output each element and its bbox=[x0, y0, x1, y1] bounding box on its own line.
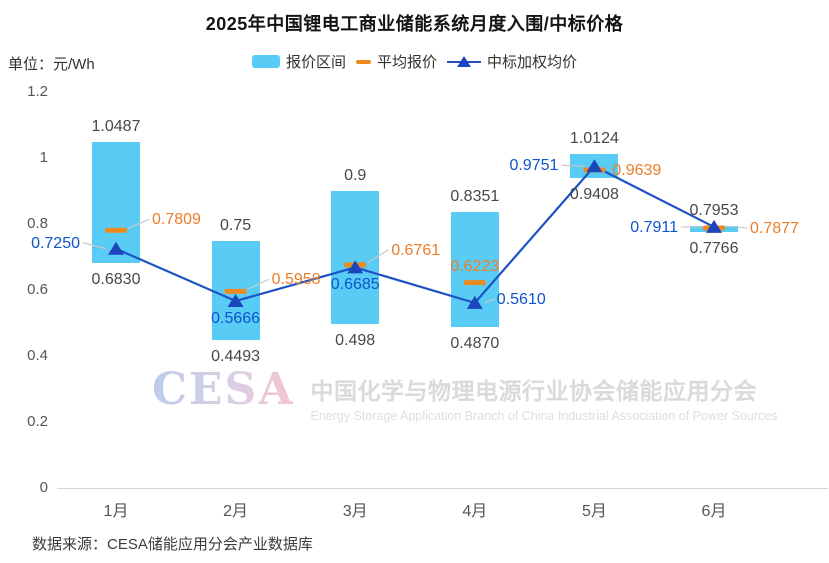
avg-price-label: 0.7877 bbox=[750, 220, 799, 238]
min-price-label: 0.6830 bbox=[91, 270, 141, 288]
avg-price-label: 0.7809 bbox=[152, 211, 201, 229]
min-price-label: 0.7766 bbox=[689, 239, 739, 257]
quote-range-swatch-icon bbox=[251, 55, 280, 68]
avg-price-label: 0.6223 bbox=[450, 257, 500, 275]
weighted-average-line-icon bbox=[447, 55, 481, 68]
min-price-label: 0.4870 bbox=[450, 335, 500, 353]
x-axis-label: 4月 bbox=[462, 503, 488, 520]
average-quote-dash-icon bbox=[355, 59, 371, 64]
x-axis-line bbox=[57, 488, 828, 489]
avg-price-label: 0.9639 bbox=[612, 161, 662, 179]
price-range-bar bbox=[690, 225, 738, 232]
max-price-label: 1.0487 bbox=[91, 117, 141, 135]
weighted-average-line bbox=[115, 164, 715, 305]
avg-price-label: 0.5958 bbox=[271, 271, 321, 289]
x-axis-label: 6月 bbox=[701, 503, 727, 520]
y-axis-tick: 0.2 bbox=[27, 413, 48, 430]
y-axis-tick: 1.2 bbox=[27, 83, 48, 100]
price-range-bar bbox=[92, 141, 140, 263]
x-axis-label: 1月 bbox=[103, 503, 129, 520]
unit-label: 单位：元/Wh bbox=[8, 56, 95, 73]
y-axis-tick: 1 bbox=[39, 149, 48, 166]
wavg-price-label: 0.5666 bbox=[211, 310, 261, 328]
legend-item-quote-range[interactable]: 报价区间 bbox=[251, 51, 346, 72]
price-range-bar bbox=[331, 191, 380, 324]
wavg-price-label: 0.6685 bbox=[330, 276, 380, 294]
wavg-price-label: 0.9751 bbox=[509, 157, 559, 175]
wavg-price-label: 0.7250 bbox=[31, 234, 80, 252]
y-axis-tick: 0 bbox=[39, 479, 48, 496]
y-axis-tick: 0.4 bbox=[27, 347, 48, 364]
max-price-label: 0.8351 bbox=[450, 188, 500, 206]
min-price-label: 0.9408 bbox=[569, 185, 619, 203]
data-source-note: 数据来源：CESA储能应用分会产业数据库 bbox=[32, 536, 313, 553]
legend-label-average-quote: 平均报价 bbox=[376, 54, 437, 71]
y-axis-tick: 0.6 bbox=[27, 281, 48, 298]
x-axis-label: 2月 bbox=[223, 503, 249, 520]
max-price-label: 0.75 bbox=[220, 216, 252, 234]
legend: 报价区间 平均报价 中标加权均价 bbox=[0, 51, 829, 72]
min-price-label: 0.498 bbox=[335, 331, 376, 349]
wavg-price-label: 0.7911 bbox=[630, 218, 678, 236]
max-price-label: 1.0124 bbox=[569, 129, 619, 147]
avg-price-label: 0.6761 bbox=[391, 241, 441, 259]
y-axis-tick: 0.8 bbox=[27, 215, 48, 232]
chart-title: 2025年中国锂电工商业储能系统月度入围/中标价格 bbox=[205, 14, 624, 34]
legend-item-weighted-average[interactable]: 中标加权均价 bbox=[447, 51, 577, 72]
wavg-price-label: 0.5610 bbox=[496, 290, 546, 308]
legend-label-weighted-average: 中标加权均价 bbox=[487, 54, 578, 71]
x-axis-label: 3月 bbox=[342, 503, 368, 520]
max-price-label: 0.7953 bbox=[689, 201, 739, 219]
max-price-label: 0.9 bbox=[344, 167, 367, 184]
price-range-bar bbox=[570, 153, 619, 178]
legend-item-average-quote[interactable]: 平均报价 bbox=[355, 51, 437, 72]
min-price-label: 0.4493 bbox=[211, 347, 261, 365]
legend-label-quote-range: 报价区间 bbox=[285, 54, 346, 71]
x-axis-label: 5月 bbox=[581, 503, 607, 520]
